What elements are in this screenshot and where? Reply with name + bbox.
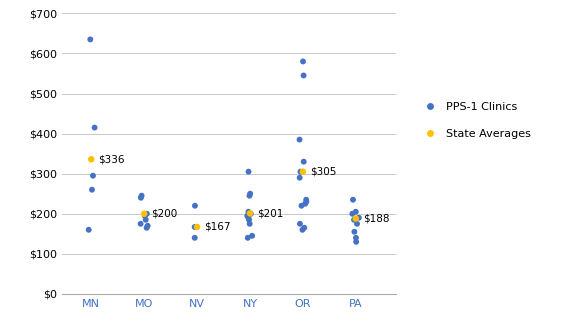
Point: [136, 221, 145, 226]
Point: [243, 213, 252, 218]
Text: $201: $201: [257, 208, 283, 218]
Text: $305: $305: [310, 167, 336, 177]
Point: [142, 225, 151, 230]
Point: [190, 235, 199, 240]
Point: [351, 235, 360, 240]
Point: [141, 217, 150, 222]
Point: [353, 221, 362, 226]
Point: [140, 213, 149, 218]
Point: [143, 223, 152, 228]
Point: [90, 125, 99, 130]
Point: [298, 169, 307, 174]
Point: [245, 217, 254, 222]
Point: [88, 187, 97, 192]
Point: [300, 225, 309, 230]
Point: [89, 173, 98, 178]
Point: [246, 191, 255, 196]
Text: $188: $188: [363, 213, 389, 223]
Point: [295, 175, 304, 180]
Point: [193, 224, 202, 230]
Point: [84, 227, 93, 232]
Point: [301, 201, 310, 206]
Point: [296, 169, 305, 174]
Point: [302, 197, 311, 202]
Text: $167: $167: [204, 222, 231, 232]
Point: [354, 215, 363, 220]
Point: [298, 227, 307, 232]
Point: [302, 199, 311, 204]
Point: [299, 159, 308, 164]
Point: [297, 203, 306, 208]
Point: [245, 221, 254, 226]
Point: [87, 157, 96, 162]
Point: [245, 193, 254, 198]
Point: [245, 211, 254, 216]
Legend: PPS-1 Clinics, State Averages: PPS-1 Clinics, State Averages: [414, 98, 535, 143]
Point: [348, 211, 357, 216]
Point: [298, 59, 307, 64]
Point: [350, 229, 359, 234]
Point: [295, 221, 305, 226]
Point: [244, 209, 253, 214]
Point: [351, 209, 360, 214]
Point: [190, 224, 199, 230]
Point: [246, 211, 255, 216]
Text: $200: $200: [151, 209, 177, 219]
Point: [349, 197, 358, 202]
Point: [140, 211, 149, 216]
Text: $336: $336: [98, 154, 125, 164]
Point: [351, 239, 360, 244]
Point: [142, 211, 151, 216]
Point: [247, 233, 257, 238]
Point: [190, 203, 199, 208]
Point: [244, 169, 253, 174]
Point: [86, 37, 95, 42]
Point: [351, 216, 360, 221]
Point: [244, 235, 253, 240]
Point: [350, 217, 359, 222]
Point: [137, 193, 146, 198]
Point: [244, 215, 253, 220]
Point: [299, 73, 308, 78]
Point: [295, 137, 304, 142]
Point: [136, 195, 145, 200]
